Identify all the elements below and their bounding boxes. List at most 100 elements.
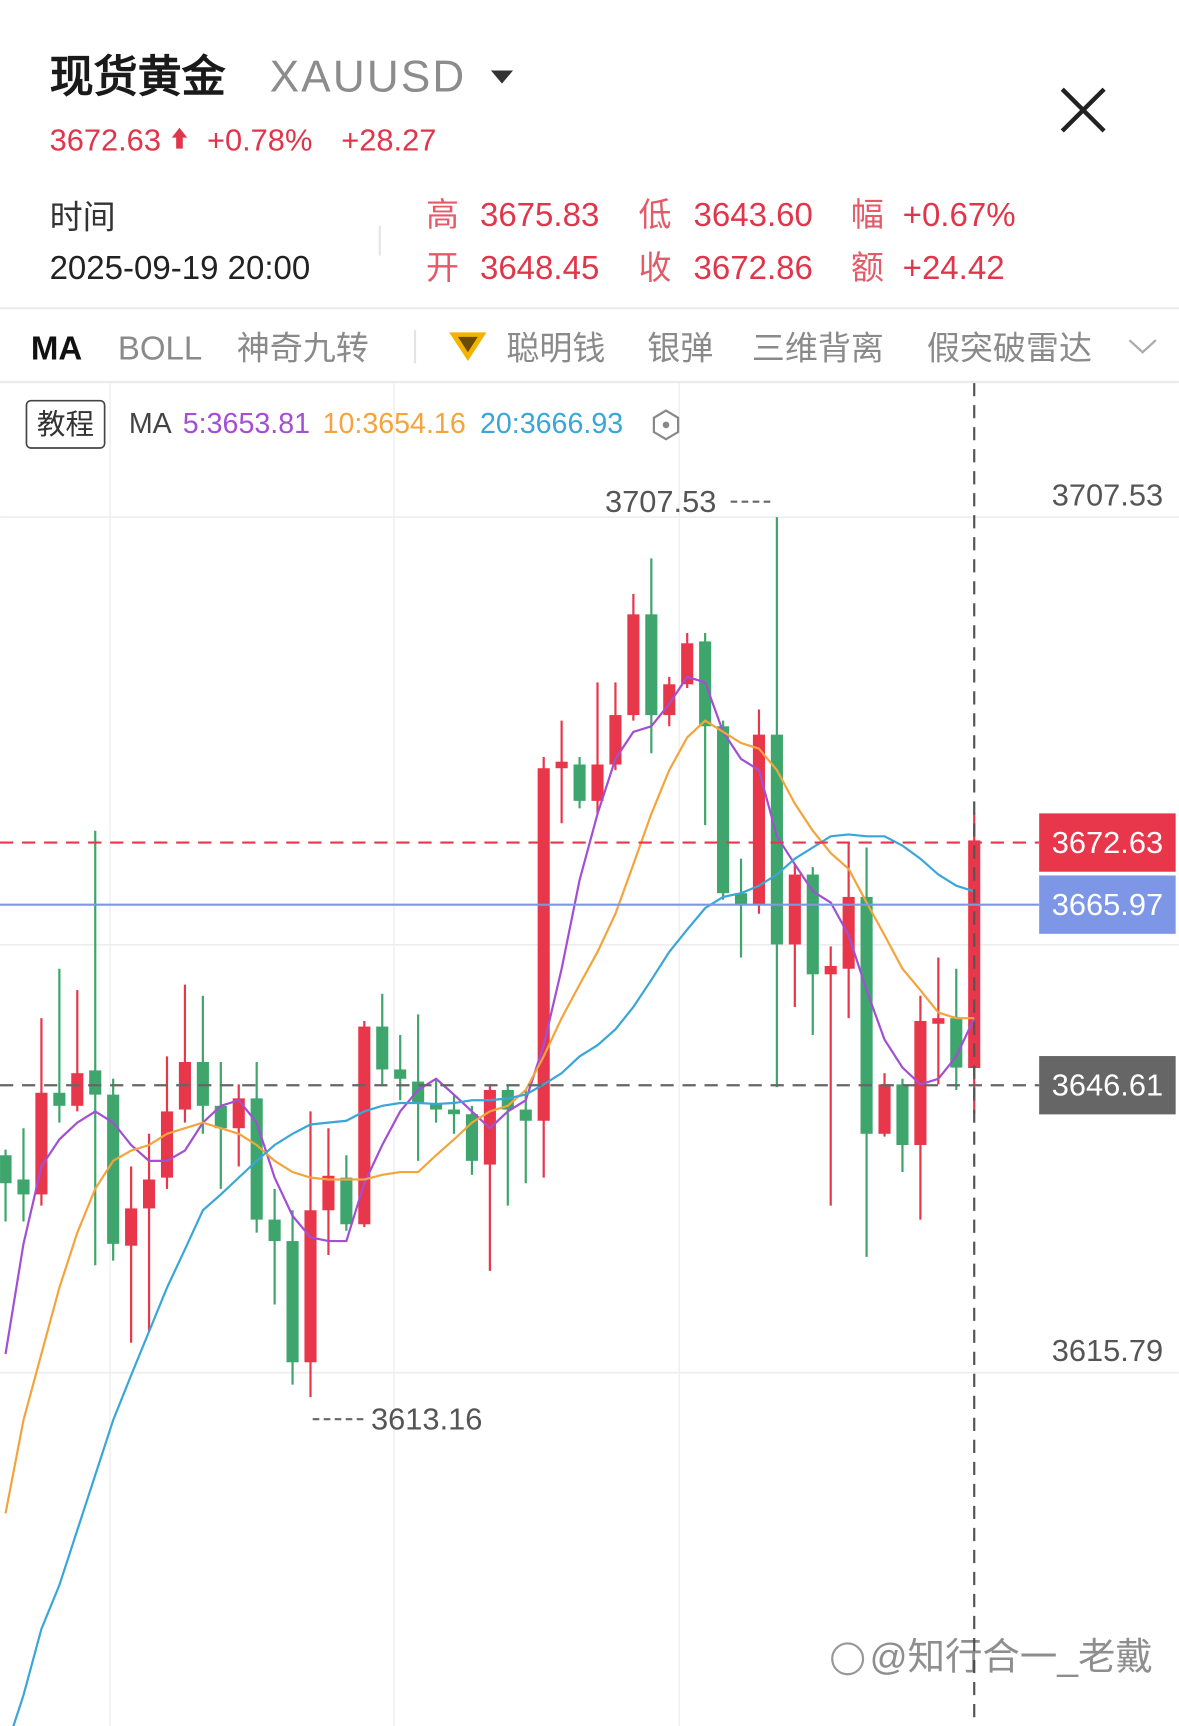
tab[interactable]: 银弹 [647, 329, 713, 366]
tab[interactable]: BOLL [118, 329, 202, 366]
overlay: 5:3653.81 10:3654.16 20:3666.93 3707.53 3615… [0, 383, 1176, 1726]
high-annotation: 3707.53 [605, 484, 716, 519]
candle-body [89, 1070, 102, 1095]
candle-body [447, 1109, 461, 1115]
candle-body [196, 1061, 209, 1106]
candle-body [950, 1018, 963, 1068]
legend-entry: 10:3654.16 [323, 408, 466, 440]
candle-body [160, 1111, 174, 1178]
close-icon[interactable] [1060, 87, 1106, 133]
settings-dot[interactable] [662, 421, 670, 429]
candle-body [734, 893, 748, 905]
ma-line [4, 719, 975, 1514]
candle-body [770, 734, 783, 945]
candle-body [304, 1210, 317, 1363]
stat-label: 额 [851, 249, 884, 286]
watermark: @知行合一_老戴 [831, 1636, 1153, 1678]
change-amount: +28.27 [341, 122, 436, 157]
time-label: 时间 [50, 198, 116, 235]
ma-line [12, 833, 975, 1726]
price-tag [1039, 875, 1176, 934]
candle-body [627, 614, 640, 716]
watermark-logo [831, 1642, 865, 1676]
candle-body [645, 614, 658, 716]
candle-body [430, 1103, 443, 1110]
candle-body [0, 1155, 12, 1184]
tab[interactable]: 三维背离 [752, 329, 884, 366]
candle-body [806, 874, 819, 975]
candle-body [232, 1098, 245, 1129]
candle-body [681, 643, 694, 685]
stat-label: 开 [426, 249, 459, 286]
stat-value: +0.67% [903, 196, 1016, 233]
time-value: 2025-09-19 20:00 [50, 249, 311, 286]
y-tick-label: 3707.53 [1052, 478, 1163, 513]
candle-body [555, 761, 568, 769]
stat-value: 3648.45 [480, 249, 599, 286]
stat-value: +24.42 [903, 249, 1005, 286]
indicator-settings[interactable] [652, 409, 680, 441]
tabs-expand[interactable] [1128, 339, 1157, 354]
candle-body [71, 1073, 84, 1106]
tutorial-label[interactable]: 教程 [37, 409, 94, 441]
symbol-dropdown-arrow[interactable] [490, 70, 513, 84]
stat-label: 高 [426, 196, 459, 233]
candle-body [286, 1241, 299, 1363]
candle-body [878, 1084, 891, 1134]
stat-value: 3672.86 [694, 249, 813, 286]
watermark-text: @知行合一_老戴 [870, 1636, 1153, 1678]
change-percent: +0.78% [207, 122, 312, 157]
candle-body [896, 1084, 909, 1145]
tab[interactable]: 神奇九转 [237, 329, 369, 366]
candle-body [717, 726, 730, 894]
settings-icon[interactable] [652, 409, 680, 441]
candle-body [142, 1179, 156, 1209]
stat-label: 收 [638, 249, 671, 286]
up-arrow [171, 127, 188, 149]
candle-body [322, 1175, 335, 1211]
candle-body [501, 1089, 514, 1110]
plot-area [0, 517, 981, 1726]
price-tag [1039, 813, 1176, 872]
tab-active[interactable]: MA [31, 329, 82, 366]
price-tag-label: 3672.63 [1052, 825, 1163, 860]
close-button[interactable] [1060, 87, 1106, 133]
candle-body [214, 1105, 227, 1129]
legend-entry: 20:3666.93 [480, 408, 623, 440]
candle-body [107, 1094, 120, 1244]
candle-body [968, 840, 981, 1069]
price-tag [1039, 1056, 1176, 1115]
tab[interactable]: 假突破雷达 [927, 329, 1092, 366]
grid [0, 516, 1179, 1374]
candle-body [268, 1219, 281, 1242]
vip-icon [449, 332, 487, 362]
indicator-name: MA [129, 408, 173, 440]
candle-body [609, 715, 622, 765]
price-tag-label: 3646.61 [1052, 1068, 1163, 1103]
y-tick-label: 3615.79 [1052, 1333, 1163, 1368]
candle-body [752, 734, 766, 905]
diamond-inner [457, 336, 478, 353]
tutorial-button[interactable] [25, 399, 106, 449]
instrument-title: 现货黄金 [50, 53, 227, 102]
candle-body [17, 1179, 30, 1195]
candle-body [824, 965, 837, 975]
current-price: 3672.63 [50, 122, 161, 157]
candle-body [573, 764, 586, 801]
candle-body [125, 1208, 138, 1246]
ma-line [4, 675, 976, 1355]
candle-body [788, 874, 801, 945]
instrument-symbol[interactable]: XAUUSD [270, 53, 467, 102]
candle-body [53, 1092, 66, 1106]
stat-label: 低 [638, 196, 671, 233]
stat-value: 3675.83 [480, 196, 599, 233]
candle-body [376, 1026, 389, 1070]
candle-body [394, 1069, 407, 1079]
tab[interactable]: 聪明钱 [506, 329, 605, 366]
candle-body [537, 768, 550, 1121]
candle-body [842, 896, 855, 969]
stat-label: 幅 [851, 196, 884, 233]
